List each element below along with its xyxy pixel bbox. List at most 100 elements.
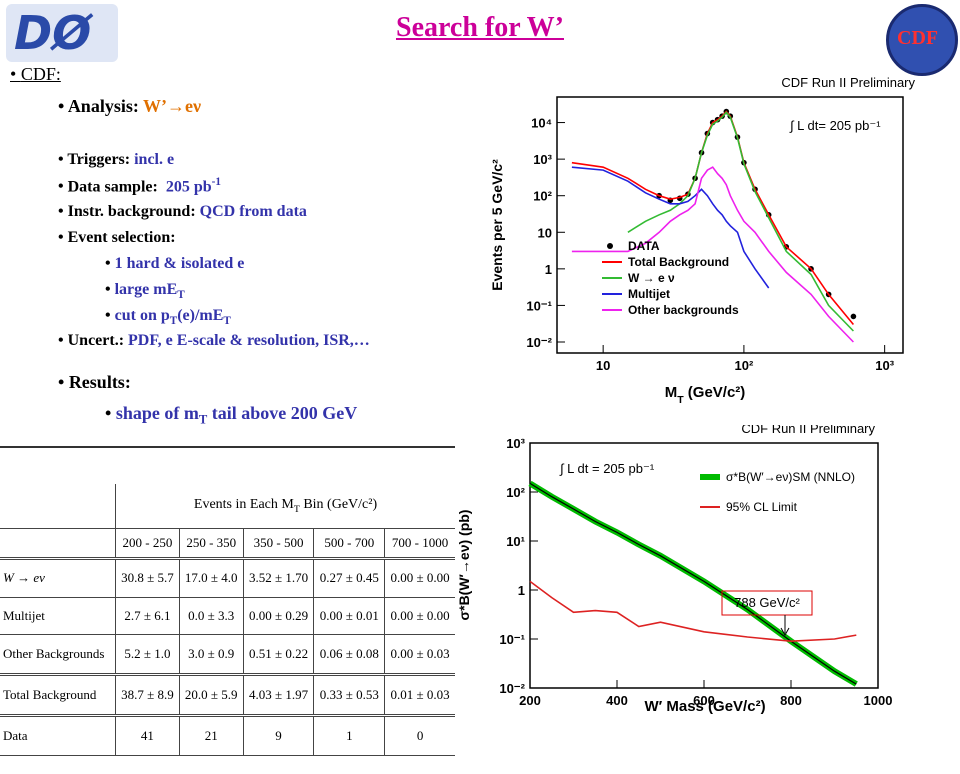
text-run: Events in Each M — [193, 496, 294, 512]
y-tick-label: 10² — [533, 189, 552, 204]
table-row: W → eν 30.8 ± 5.7 17.0 ± 4.0 3.52 ± 1.70 0.2… — [0, 558, 455, 598]
table-cell: 0.51 ± 0.22 — [243, 634, 315, 675]
legend-label: W → e ν — [628, 271, 675, 285]
logo-text: CDF — [897, 27, 939, 49]
text-run: (e)/mE — [177, 307, 224, 324]
table-cell: 0.01 ± 0.03 — [390, 687, 450, 703]
x-tick-label: 400 — [606, 693, 628, 708]
table-cell: 0 — [416, 728, 424, 744]
table-cell: 0.00 ± 0.03 — [390, 646, 450, 662]
bullet-text: CDF: — [20, 64, 61, 84]
table-header-row: Events in Each MT Bin (GeV/c²) — [0, 484, 455, 528]
bullet-label: Uncert.: — [67, 332, 129, 349]
text-run: tail above 200 GeV — [207, 403, 358, 423]
sub-bullet: 1 hard & isolated e — [105, 255, 245, 273]
bullet-label: Event selection: — [67, 229, 176, 246]
bullet-label: Results: — [68, 372, 131, 392]
bullet: Uncert.: PDF, e E-scale & resolution, IS… — [58, 332, 370, 350]
text-run: 1 hard & isolated e — [114, 255, 245, 272]
bullet-sup: -1 — [211, 176, 221, 188]
table-cell: 3.0 ± 0.9 — [179, 634, 244, 675]
sub-bullet: large mET — [105, 281, 185, 301]
x-axis-label: W′ Mass (GeV/c²) — [644, 698, 765, 715]
table-cell: 0.27 ± 0.45 — [313, 558, 386, 598]
table-row: Multijet 2.7 ± 6.1 0.0 ± 3.3 0.00 ± 0.29 0.0… — [0, 597, 455, 635]
table-cell: 4.03 ± 1.97 — [243, 674, 315, 716]
y-tick-label: 1 — [545, 262, 552, 277]
sub-bullet: cut on pT(e)/mET — [105, 307, 231, 327]
table-cell: 20.0 ± 5.9 — [179, 674, 244, 716]
table: Events in Each MT Bin (GeV/c²) 200 - 250 2… — [0, 484, 455, 756]
x-axis-label: MT (GeV/c²) — [665, 384, 746, 406]
data-point — [850, 313, 857, 320]
bullet: Event selection: — [58, 229, 176, 247]
series-line — [529, 580, 857, 643]
table-cell: 0.00 ± 0.01 — [313, 597, 386, 635]
bullet-label: Triggers: — [67, 151, 135, 168]
y-tick-label: 10⁻¹ — [499, 632, 525, 647]
column-header: 500 - 700 — [313, 528, 386, 558]
results-table: Events in Each MT Bin (GeV/c²) 200 - 250 2… — [0, 446, 455, 756]
table-cell: 0.0 ± 3.3 — [179, 597, 244, 635]
column-header: 700 - 1000 — [391, 534, 449, 550]
text-run: cut on p — [114, 307, 170, 324]
legend-marker — [607, 243, 613, 249]
y-tick-label: 10⁴ — [531, 116, 552, 131]
annotation-arrowhead — [780, 627, 790, 637]
sub-bullet: shape of mT tail above 200 GeV — [105, 403, 357, 428]
column-header: 350 - 500 — [243, 528, 315, 558]
bullet-value: PDF, e E-scale & resolution, ISR,… — [128, 332, 370, 349]
d0-logo: DØ — [6, 4, 118, 62]
table-corner — [0, 484, 117, 528]
legend-label: Other backgrounds — [628, 303, 739, 317]
table-corner — [0, 528, 117, 558]
y-tick-label: 10⁻² — [526, 335, 552, 350]
series-line — [528, 480, 858, 687]
series-line — [627, 111, 854, 332]
series-center-line — [529, 482, 857, 685]
logo-text: DØ — [14, 6, 92, 60]
table-cell: 0.33 ± 0.53 — [313, 674, 386, 716]
plot-title: CDF Run II Preliminary — [741, 425, 875, 436]
row-header: Multijet — [0, 597, 117, 635]
table-cell: 0.00 ± 0.00 — [390, 608, 450, 624]
legend-label: σ*B(W′→eν)SM (NNLO) — [726, 470, 855, 484]
table-cell: 1 — [313, 715, 386, 756]
bullet-value: 205 pb — [165, 178, 212, 196]
x-tick-label: 800 — [780, 693, 802, 708]
y-tick-label: 10² — [506, 485, 525, 500]
table-row: Other Backgrounds 5.2 ± 1.0 3.0 ± 0.9 0.51 … — [0, 634, 455, 675]
subscript: T — [169, 315, 178, 328]
plot-frame — [556, 96, 904, 354]
table-cell: 38.7 ± 8.9 — [115, 674, 180, 716]
y-tick-label: 1 — [518, 583, 525, 598]
x-tick-label: 600 — [693, 693, 715, 708]
table-row: Total Background 38.7 ± 8.9 20.0 ± 5.9 4.03… — [0, 674, 455, 716]
subscript: T — [677, 394, 684, 406]
annotation: 788 GeV/c² — [734, 595, 800, 610]
annotation: ∫ L dt = 205 pb⁻¹ — [559, 461, 655, 476]
row-header: W → eν — [0, 558, 117, 598]
bullet: Instr. background: QCD from data — [58, 203, 307, 221]
y-axis-label: Events per 5 GeV/c² — [490, 159, 505, 291]
subscript: T — [177, 289, 185, 302]
x-tick-label: 1000 — [864, 693, 893, 708]
table-cell: 30.8 ± 5.7 — [115, 558, 180, 598]
column-header: 250 - 350 — [179, 528, 244, 558]
bullet-label: Data sample: — [67, 178, 166, 196]
bullet-value: W’→eν — [143, 96, 202, 116]
table-cell: 0.00 ± 0.29 — [243, 597, 315, 635]
column-header: 200 - 250 — [115, 528, 180, 558]
subscript: T — [198, 412, 208, 427]
table-cell: 2.7 ± 6.1 — [115, 597, 180, 635]
annotation-box — [721, 590, 813, 616]
table-cell: 41 — [115, 715, 180, 756]
y-tick-label: 10³ — [506, 436, 525, 451]
legend-label: Multijet — [628, 287, 670, 301]
x-tick-label: 200 — [519, 693, 541, 708]
table-cell: 0.00 ± 0.00 — [390, 570, 450, 586]
table-columns-row: 200 - 250 250 - 350 350 - 500 500 - 700 700 … — [0, 528, 455, 558]
text-run: large mE — [114, 281, 178, 298]
slide: {"header": {"title": "Search for W’"}, "… — [0, 0, 960, 720]
x-tick-label: 10² — [735, 358, 754, 373]
